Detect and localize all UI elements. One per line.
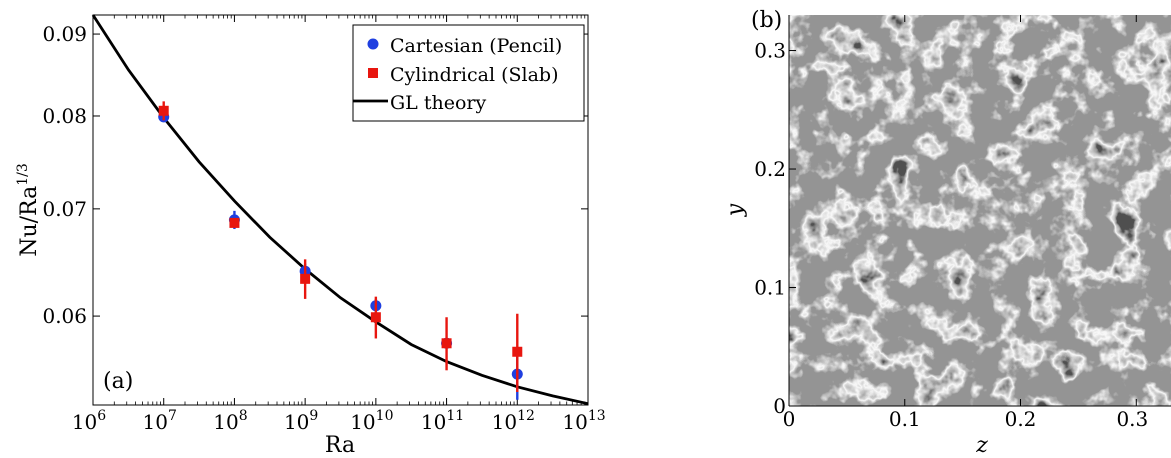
x-tick-label: 0.1 [889,407,921,431]
y-tick-label: 0.07 [42,197,87,221]
x-tick-label: 0.3 [1116,407,1148,431]
x-tick-label: 1011 [421,408,464,434]
y-tick-label: 0.1 [754,276,786,300]
x-tick-label: 106 [72,408,106,434]
legend-label: Cartesian (Pencil) [390,35,562,57]
x-tick-label: 1010 [350,408,393,434]
y-tick-label: 0.06 [42,304,87,328]
x-tick-label: 1013 [562,408,605,434]
y-axis-label: y [723,203,748,217]
legend-marker-square [368,68,378,78]
y-tick-label: 0.09 [42,22,87,46]
cylindrical-point [512,346,523,357]
cylindrical-point [158,105,169,116]
panel-label-bg [750,8,788,32]
turbulence-heatmap [789,15,1171,406]
legend-item-cylindrical: Cylindrical (Slab) [368,64,558,86]
gl-theory-curve [91,14,589,406]
cylindrical-point [370,312,381,323]
panel-b: 0 0.1 0.2 0.3 0 0.1 0.2 0.3 (b) z y [723,8,1171,458]
legend-label: GL theory [390,92,486,114]
panel-label-a: (a) [103,369,133,394]
x-axis-label: z [975,433,988,458]
x-tick-label: 109 [284,408,318,434]
cylindrical-point [229,217,240,228]
legend-item-gl: GL theory [353,92,486,114]
x-tick-label: 108 [213,408,247,434]
legend-box [352,24,585,122]
panel-label-b: (b) [751,8,782,33]
cylindrical-point [300,273,311,284]
cylindrical-point [441,338,452,349]
legend-label: Cylindrical (Slab) [390,64,558,86]
legend-marker-circle [367,38,379,50]
legend: Cartesian (Pencil) Cylindrical (Slab) GL… [352,24,585,122]
y-tick-label: 0.3 [754,39,786,63]
x-tick-label: 1012 [492,408,535,434]
tick-labels: 106 107 108 109 1010 1011 1012 1013 0.06 0.07 0.08… [42,22,605,434]
x-axis-label: Ra [325,433,355,458]
y-tick-label: 0.08 [42,104,87,128]
legend-item-cartesian: Cartesian (Pencil) [367,35,562,57]
panel-a: 106 107 108 109 1010 1011 1012 1013 0.06 0.07 0.08… [15,14,606,458]
x-tick-label: 0 [783,407,796,431]
tick-marks [92,15,589,405]
data-markers [158,101,523,400]
plot-frame [92,14,589,406]
y-axis-label: Nu/Ra1/3 [15,163,42,257]
y-tick-label: 0.2 [754,157,786,181]
x-tick-label: 0.2 [1005,407,1037,431]
x-tick-label: 107 [143,408,177,434]
tick-labels: 0 0.1 0.2 0.3 0 0.1 0.2 0.3 [754,39,1148,431]
y-tick-label: 0 [773,394,786,418]
